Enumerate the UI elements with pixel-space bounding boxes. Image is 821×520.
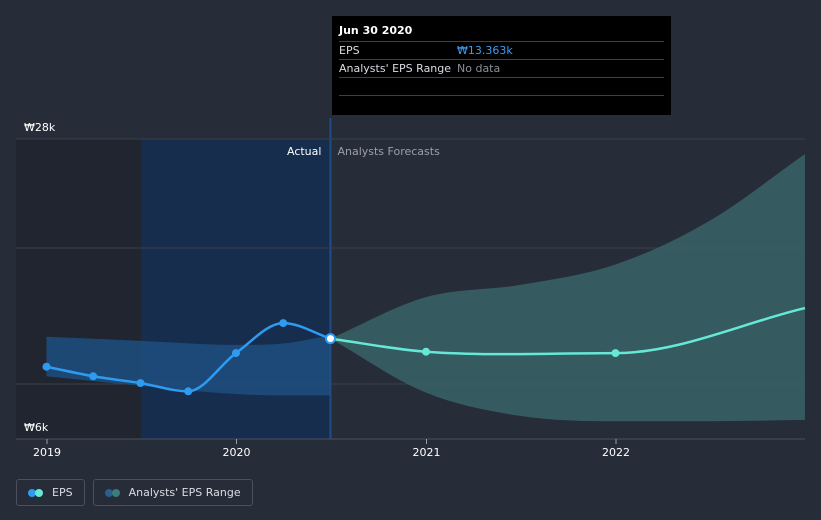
x-tick-label: 2021: [413, 446, 441, 459]
tooltip-value: ₩13.363k: [457, 44, 513, 57]
x-tick-label: 2019: [33, 446, 61, 459]
actual-eps-point: [42, 362, 51, 371]
x-tick-label: 2022: [602, 446, 630, 459]
eps-points: [42, 319, 620, 396]
x-tick-label: 2020: [222, 446, 250, 459]
current-eps-point: [324, 333, 336, 345]
y-tick-label: ₩6k: [24, 421, 49, 434]
divider-line: [329, 118, 332, 439]
eps-range-swatch-icon: [104, 488, 121, 497]
legend-item-eps[interactable]: EPS: [16, 479, 85, 506]
actual-eps-point: [184, 387, 193, 396]
forecast-label: Analysts Forecasts: [337, 145, 440, 158]
actual-label: Actual: [287, 145, 321, 158]
y-tick-label: ₩28k: [24, 121, 56, 134]
legend-label: Analysts' EPS Range: [128, 486, 241, 499]
tooltip: Jun 30 2020 EPS ₩13.363k Analysts' EPS R…: [332, 16, 671, 115]
actual-eps-point: [231, 349, 240, 358]
tooltip-date: Jun 30 2020: [339, 24, 413, 37]
eps-swatch-icon: [28, 488, 44, 497]
forecast-eps-point: [611, 349, 620, 358]
actual-eps-point: [136, 379, 145, 388]
legend: EPS Analysts' EPS Range: [16, 479, 253, 506]
chart-background: [16, 118, 332, 439]
legend-label: EPS: [52, 486, 73, 499]
tooltip-label: Analysts' EPS Range: [339, 62, 452, 75]
actual-eps-point: [279, 319, 288, 328]
tooltip-value: No data: [457, 62, 501, 75]
tooltip-row-range: Analysts' EPS Range No data: [339, 59, 664, 77]
tooltip-row-empty: [339, 77, 664, 96]
forecast-eps-line: [330, 306, 806, 356]
forecast-range-band: [330, 154, 805, 422]
chart-labels: ₩28k ₩6k 2019 2020 2021 2022 Actual Analysts Fo…: [24, 121, 630, 459]
actual-eps-point: [89, 372, 98, 381]
tooltip-row-eps: EPS ₩13.363k: [339, 41, 664, 59]
forecast-eps-point: [421, 347, 430, 356]
legend-item-eps-range[interactable]: Analysts' EPS Range: [92, 479, 253, 506]
tooltip-label: EPS: [339, 44, 360, 57]
